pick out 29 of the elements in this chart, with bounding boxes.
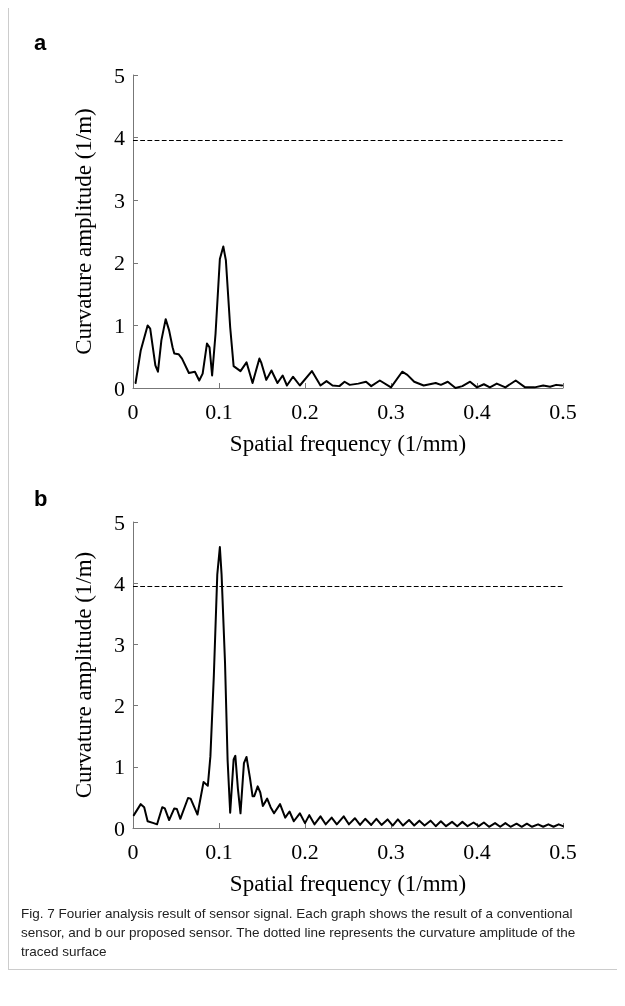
x-tick-label: 0.4 xyxy=(463,398,491,424)
x-axis-title: Spatial frequency (1/mm) xyxy=(229,431,467,456)
y-tick-label: 1 xyxy=(114,754,125,780)
y-tick-label: 4 xyxy=(114,570,125,596)
y-tick-label: 3 xyxy=(114,187,125,213)
x-tick-label: 0.2 xyxy=(291,398,319,424)
y-tick-label: 5 xyxy=(114,62,125,88)
x-tick-label: 0.3 xyxy=(377,838,405,864)
y-tick-label: 3 xyxy=(114,631,125,657)
y-tick-label: 0 xyxy=(114,815,125,841)
x-tick-label: 0.5 xyxy=(549,398,577,424)
x-tick-label: 0.1 xyxy=(205,838,233,864)
x-tick-label: 0.3 xyxy=(377,398,405,424)
x-tick-label: 0.5 xyxy=(549,838,577,864)
y-tick-label: 1 xyxy=(114,312,125,338)
y-tick-label: 2 xyxy=(114,250,125,276)
y-tick-label: 0 xyxy=(114,375,125,401)
x-tick-label: 0.1 xyxy=(205,398,233,424)
x-tick-label: 0.2 xyxy=(291,838,319,864)
y-tick-label: 2 xyxy=(114,693,125,719)
x-axis-title: Spatial frequency (1/mm) xyxy=(229,871,467,896)
caption: Fig. 7 Fourier analysis result of sensor signal. Each graph shows the result of a conventional sensor, and b our proposed sensor. The dotted line represents the curvature amplitude of the traced surface xyxy=(20,905,577,961)
y-tick-label: 5 xyxy=(114,509,125,535)
chart-title: b xyxy=(34,485,48,511)
y-axis-title: Curvature amplitude (1/m) xyxy=(71,108,96,355)
x-tick-label: 0.4 xyxy=(463,838,491,864)
chart-title: a xyxy=(34,29,47,55)
y-axis-title: Curvature amplitude (1/m) xyxy=(71,551,96,799)
y-tick-label: 4 xyxy=(114,125,125,151)
